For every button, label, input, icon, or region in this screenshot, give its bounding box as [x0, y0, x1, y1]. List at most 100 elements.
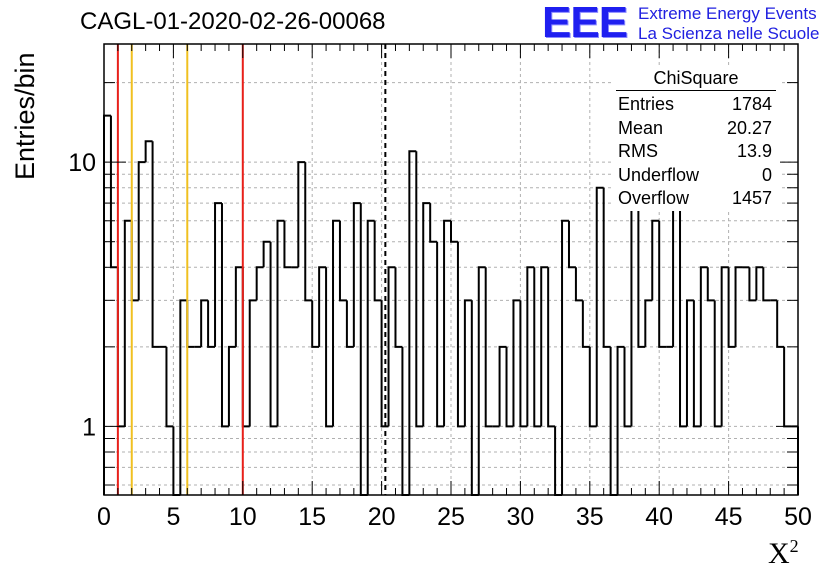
histogram-bin	[220, 203, 229, 428]
histogram-bin	[283, 220, 292, 269]
histogram-bin	[109, 115, 118, 269]
histogram-bin	[762, 267, 771, 302]
y-axis-label: Entries/bin	[10, 52, 40, 180]
histogram-bin	[359, 203, 368, 496]
logo-line2: La Scienza nelle Scuole	[638, 24, 820, 43]
histogram-bin	[658, 220, 667, 348]
histogram-bin	[325, 267, 334, 428]
axes	[103, 43, 799, 496]
histogram-bin	[637, 151, 646, 348]
stat-label: Overflow	[618, 188, 690, 208]
histogram-bin	[408, 150, 417, 495]
x-tick-label: 30	[506, 503, 534, 531]
histogram-bin	[345, 300, 354, 348]
histogram-bin	[561, 219, 569, 495]
x-axis-label: X2	[768, 536, 799, 571]
histogram-bin	[262, 240, 271, 268]
stats-row-rms: RMS 13.9	[612, 140, 780, 164]
stat-label: Underflow	[618, 164, 700, 185]
histogram-bin	[685, 299, 694, 427]
stats-row-entries: Entries 1784	[612, 93, 780, 117]
x-tick-label: 0	[97, 503, 111, 531]
histogram-bin	[477, 266, 486, 495]
y-tick-label: 1	[82, 413, 96, 441]
histogram-bin	[429, 203, 438, 243]
eee-logo-mark: EEE	[542, 0, 628, 47]
histogram-bin	[567, 220, 576, 269]
histogram-bin	[186, 300, 195, 348]
histogram-bin	[540, 266, 549, 427]
histogram-bin	[436, 241, 445, 428]
histogram-bin	[734, 266, 743, 347]
histogram-bin	[706, 267, 715, 302]
histogram-bin	[644, 299, 653, 347]
histogram-bin	[200, 299, 209, 347]
stats-row-underflow: Underflow 0	[612, 164, 780, 188]
stats-row-overflow: Overflow 1457	[612, 187, 780, 211]
histogram-bin	[519, 300, 528, 428]
x-tick-label: 50	[784, 503, 812, 531]
x-tick-label: 5	[166, 503, 180, 531]
stat-value: 20.27	[726, 117, 772, 138]
histogram-bin	[137, 161, 146, 301]
histogram-bin	[311, 300, 320, 348]
histogram-bin	[352, 202, 361, 347]
histogram-bin	[623, 346, 632, 428]
histogram-bin	[304, 162, 313, 302]
histogram-bin	[526, 266, 535, 427]
histogram-bin	[450, 220, 458, 243]
histogram-bin	[602, 187, 611, 348]
histogram-bin	[498, 345, 507, 427]
y-tick-label: 10	[68, 149, 96, 177]
histogram-bin	[505, 346, 514, 428]
stats-title: ChiSquare	[616, 68, 776, 91]
histogram-bin	[165, 346, 174, 428]
stat-label: RMS	[618, 141, 658, 161]
histogram-bin	[269, 241, 278, 428]
stat-value: 0	[761, 164, 772, 185]
histogram-bin	[394, 267, 403, 348]
histogram-bin	[595, 186, 604, 427]
histogram-bin	[713, 300, 722, 428]
histogram-bin	[422, 202, 431, 427]
histogram-bin	[463, 299, 472, 427]
x-tick-label: 40	[645, 503, 673, 531]
histogram-bin	[692, 300, 701, 428]
histogram-bin	[214, 202, 222, 347]
x-tick-label: 35	[576, 503, 604, 531]
histogram-bin	[484, 267, 493, 428]
tick-labels: 0 5 10 15 20 25 30 35 40 45 50 1 10	[68, 149, 812, 531]
x-tick-label: 15	[298, 503, 326, 531]
histogram-bin	[727, 267, 736, 348]
x-tick-label: 10	[229, 503, 257, 531]
histogram-bin	[547, 267, 556, 428]
x-tick-label: 25	[437, 503, 465, 531]
stat-value: 1457	[731, 188, 772, 208]
histogram-bin	[144, 140, 153, 163]
histogram-bin	[574, 267, 583, 302]
x-tick-label: 20	[368, 503, 396, 531]
histogram-bin	[679, 141, 687, 428]
histogram-bin	[415, 151, 424, 428]
page-title: CAGL-01-2020-02-26-00068	[80, 8, 386, 35]
histogram-bin	[373, 220, 382, 302]
histogram-bin	[366, 219, 375, 495]
stat-label: Mean	[618, 117, 664, 138]
histogram-bin	[748, 267, 757, 302]
histogram-bin	[234, 266, 243, 347]
histogram-bin	[470, 300, 479, 496]
histogram-bin	[609, 346, 618, 496]
histogram-bin	[456, 241, 465, 428]
histogram-bin	[297, 161, 306, 268]
eee-logo: EEE Extreme Energy Events La Scienza nel…	[542, 0, 832, 47]
marker-lines	[116, 44, 387, 495]
histogram-bin	[588, 346, 597, 428]
histogram-bin	[338, 220, 347, 302]
x-tick-label: 45	[715, 503, 743, 531]
stat-value: 1784	[731, 94, 772, 114]
histogram-bin	[318, 266, 327, 347]
stat-label: Entries	[618, 94, 675, 114]
histogram-bin	[443, 219, 451, 427]
histogram-bin	[755, 266, 764, 301]
